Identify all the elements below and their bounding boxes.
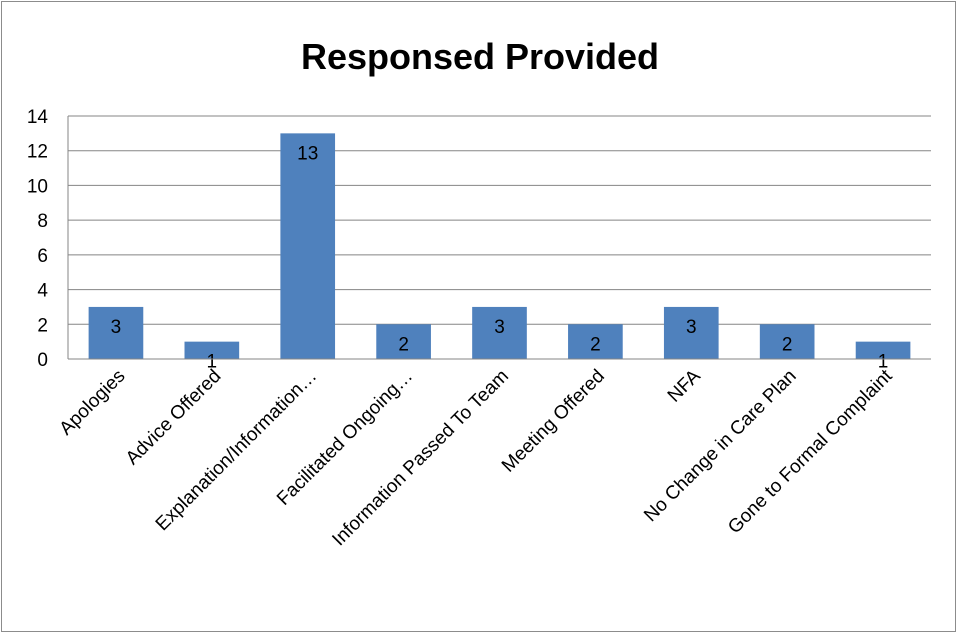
- data-label: 3: [686, 317, 697, 338]
- chart-title: Responsed Provided: [301, 36, 659, 77]
- x-category-label: Explanation/Information…: [152, 366, 321, 535]
- bar: [88, 306, 144, 359]
- data-label: 1: [878, 352, 889, 373]
- bar: [663, 306, 719, 359]
- bar: [759, 324, 815, 359]
- bar: [472, 306, 527, 359]
- x-category-label: Meeting Offered: [498, 366, 609, 477]
- bar: [568, 324, 623, 359]
- x-category-label: Advice Offered: [122, 366, 225, 469]
- y-axis-tick-labels: 0 2 4 6 8 10 12 14: [27, 107, 49, 371]
- x-category-label: No Change in Care Plan: [640, 366, 800, 526]
- bar: [280, 133, 336, 359]
- x-category-label: Information Passed To Team: [328, 366, 513, 551]
- y-tick-label: 14: [27, 107, 49, 128]
- data-label: 1: [207, 352, 218, 373]
- data-label: 13: [297, 143, 318, 164]
- x-category-label: NFA: [664, 365, 705, 406]
- y-tick-label: 2: [37, 315, 48, 336]
- data-label: 3: [111, 317, 122, 338]
- y-tick-label: 8: [37, 211, 48, 232]
- data-labels: 3 1 13 2 3 2 3 2 1: [111, 143, 889, 372]
- x-category-label: Apologies: [56, 366, 130, 440]
- bar: [184, 341, 240, 359]
- data-label: 2: [782, 334, 793, 355]
- bars: [88, 133, 911, 359]
- bar: [855, 341, 911, 359]
- y-tick-label: 6: [37, 246, 48, 267]
- y-tick-label: 0: [37, 350, 48, 371]
- y-tick-label: 12: [27, 142, 48, 163]
- bar: [376, 324, 431, 359]
- y-tick-label: 10: [27, 176, 48, 197]
- data-label: 2: [590, 334, 601, 355]
- x-category-label: Gone to Formal Complaint: [724, 365, 897, 538]
- data-label: 2: [398, 334, 409, 355]
- y-tick-label: 4: [37, 281, 48, 302]
- gridlines: [68, 115, 931, 325]
- data-label: 3: [494, 317, 505, 338]
